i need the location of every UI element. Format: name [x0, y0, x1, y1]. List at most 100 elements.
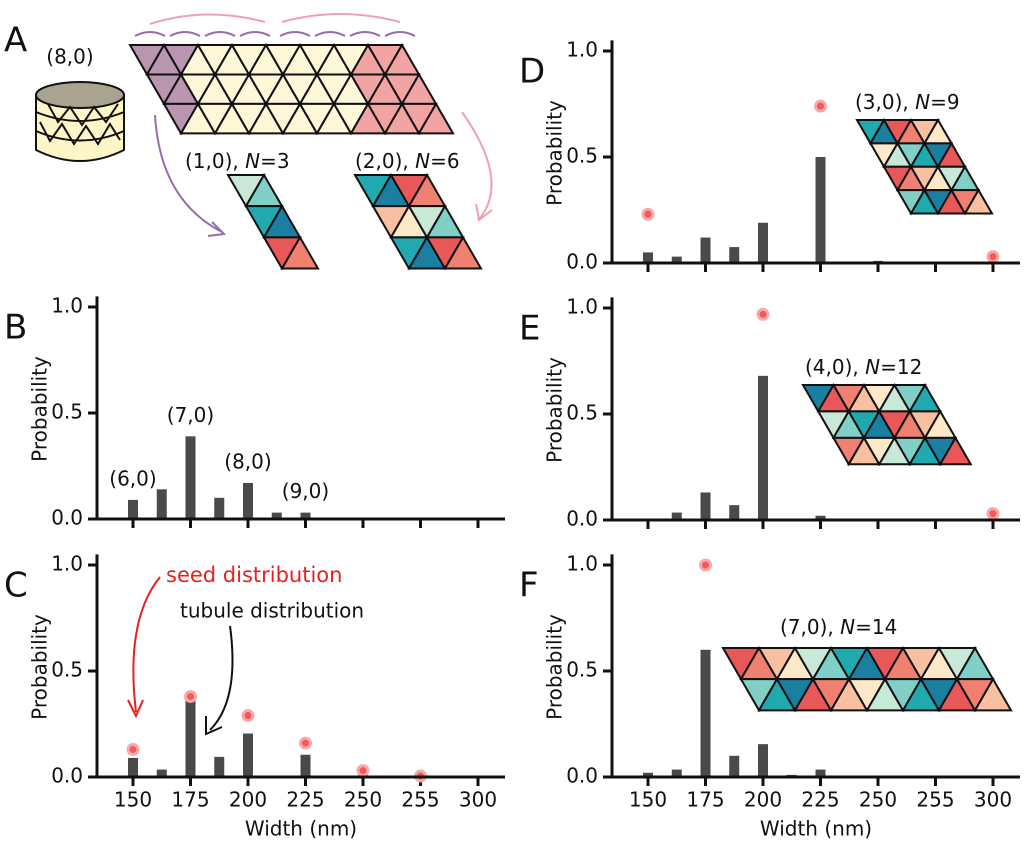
bar: [729, 505, 740, 520]
triangle: [417, 101, 455, 135]
bar: [758, 375, 768, 520]
label-part: =9: [930, 90, 959, 114]
y-tick-label: 0.0: [51, 506, 83, 530]
x-tick-label: 255: [401, 788, 439, 812]
label-part: N: [915, 90, 930, 114]
x-tick-label: 150: [629, 788, 667, 812]
axes: [95, 296, 505, 521]
y-tick-label: 1.0: [51, 294, 83, 318]
inset-label: (3,0), N=9: [855, 90, 960, 114]
x-tick-label: 250: [859, 788, 897, 812]
inset-label: (7,0), N=14: [780, 615, 897, 639]
bar-annotation: (6,0): [109, 466, 156, 490]
bar: [214, 756, 225, 777]
lattice: [855, 118, 994, 216]
x-tick-label: 200: [744, 788, 782, 812]
bar: [185, 698, 196, 777]
bar: [156, 489, 167, 519]
inset-label: (4,0), N=12: [805, 355, 922, 379]
lattice: [226, 173, 320, 271]
x-tick-label: 225: [801, 788, 839, 812]
y-axis-label: Probability: [543, 100, 567, 206]
bar-annotation: (7,0): [167, 403, 214, 427]
label-part: (7,0),: [780, 615, 840, 639]
axes: [95, 554, 505, 779]
y-tick-label: 0.5: [51, 400, 83, 424]
y-tick-label: 0.5: [566, 401, 598, 425]
seed-point: [986, 507, 1000, 521]
y-axis-label: Probability: [543, 614, 567, 720]
bar: [700, 649, 711, 777]
label-part: N: [840, 615, 855, 639]
c-annotation-arrows: [127, 576, 234, 736]
seed-point: [699, 558, 712, 572]
bar: [271, 512, 282, 519]
panel-letter: E: [519, 309, 540, 349]
x-tick-label: 175: [171, 788, 209, 812]
bar: [729, 247, 740, 263]
bar: [815, 515, 826, 520]
x-tick-label: 175: [686, 788, 724, 812]
bar: [185, 436, 196, 519]
bar: [128, 499, 138, 519]
bar-annotation: (8,0): [224, 449, 271, 473]
lattice: [128, 43, 455, 136]
x-tick-label: 200: [229, 788, 267, 812]
bar: [671, 256, 682, 263]
seed-point: [986, 250, 1000, 264]
y-tick-label: 1.0: [51, 552, 83, 576]
label-part: (2,0),: [355, 149, 415, 173]
seed-point: [356, 764, 370, 778]
triangle: [963, 188, 994, 215]
y-tick-label: 0.0: [566, 250, 598, 274]
y-tick-label: 0.0: [566, 764, 598, 788]
x-tick-label: 255: [916, 788, 954, 812]
bar: [700, 492, 711, 520]
y-axis-label: Probability: [28, 356, 52, 462]
bar: [815, 157, 826, 263]
y-tick-label: 1.0: [566, 552, 598, 576]
lattice: [353, 173, 483, 271]
bar: [300, 754, 311, 777]
bar: [156, 769, 167, 777]
bar: [815, 769, 826, 777]
triangle: [938, 435, 973, 466]
seed-point: [184, 689, 197, 703]
lattice: [801, 383, 973, 467]
y-axis-label: Probability: [28, 614, 52, 720]
bar: [758, 222, 768, 263]
tube: [35, 81, 125, 162]
y-tick-label: 0.0: [51, 764, 83, 788]
triangle: [973, 677, 1013, 712]
label-part: N: [415, 149, 430, 173]
label-part: =3: [260, 149, 289, 173]
axes: [610, 40, 1020, 265]
label-part: N: [865, 355, 880, 379]
panel-letter: C: [4, 566, 28, 606]
bar: [643, 772, 653, 777]
x-tick-label: 150: [114, 788, 152, 812]
triangle: [280, 235, 320, 270]
seed-point: [241, 709, 255, 723]
panel-letter: D: [519, 52, 545, 92]
transfer-arrows: [134, 13, 493, 237]
label-part: =14: [855, 615, 897, 639]
legend-label: tubule distribution: [180, 599, 364, 623]
bar: [643, 252, 653, 263]
label-part: N: [245, 149, 260, 173]
bar: [700, 237, 711, 263]
axes: [610, 554, 1020, 779]
seed-point: [126, 742, 140, 756]
x-tick-label: 300: [459, 788, 497, 812]
seed-point: [814, 99, 827, 113]
bar: [214, 497, 225, 519]
bar: [671, 512, 682, 520]
y-tick-label: 0.5: [51, 658, 83, 682]
triangle: [443, 235, 483, 270]
bar-annotation: (9,0): [282, 479, 329, 503]
strip-label: (2,0), N=6: [355, 149, 460, 173]
y-tick-label: 0.5: [566, 144, 598, 168]
bar: [671, 769, 682, 777]
label-part: =6: [430, 149, 459, 173]
